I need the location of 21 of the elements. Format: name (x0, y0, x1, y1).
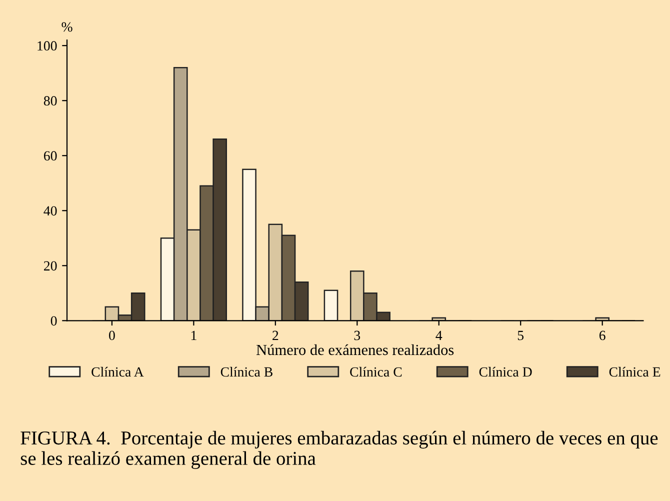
y-tick-label: 0 (50, 316, 57, 326)
legend-label: Clínica C (350, 366, 402, 377)
y-tick-label: 100 (38, 41, 57, 51)
x-tick-label: 1 (191, 330, 196, 340)
y-axis-title: % (62, 22, 72, 32)
legend-label: Clínica A (92, 366, 144, 377)
y-tick-label: 80 (44, 96, 57, 106)
x-tick-label: 4 (436, 330, 442, 340)
x-tick-label: 6 (599, 330, 606, 340)
legend-label: Clínica E (609, 366, 660, 377)
x-tick-label: 3 (354, 330, 360, 340)
x-tick-label: 0 (109, 330, 115, 340)
y-tick-label: 60 (44, 151, 57, 161)
y-tick-label: 20 (44, 261, 57, 271)
legend-label: Clínica D (479, 366, 532, 377)
x-axis-title: Número de exámenes realizados (256, 344, 454, 356)
text: FIGURA 4. Porcentaje de mujeres embarazadas según el número de veces en que se les realizó examen general de orina (20, 430, 658, 469)
y-tick-label: 40 (44, 206, 57, 216)
x-tick-label: 5 (518, 330, 524, 340)
x-tick-label: 2 (272, 330, 278, 340)
legend-label: Clínica B (220, 366, 272, 377)
